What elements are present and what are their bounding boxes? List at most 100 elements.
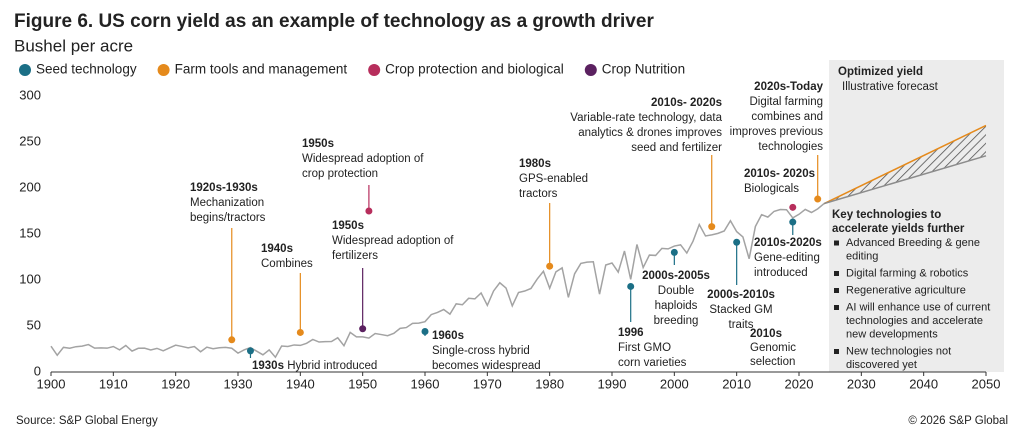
milestone-marker	[296, 328, 304, 336]
legend-label: Crop Nutrition	[602, 62, 685, 77]
milestone-text: Stacked GM	[709, 304, 772, 316]
x-tick-label: 2010	[722, 376, 751, 391]
milestone-title: 1996	[618, 327, 644, 339]
x-tick-label: 1960	[411, 376, 440, 391]
milestone-title: 1930s	[252, 360, 284, 372]
milestone-marker	[814, 195, 822, 203]
milestone-title: 2020s-Today	[754, 81, 823, 93]
x-tick-label: 1930	[224, 376, 253, 391]
panel-heading: accelerate yields further	[832, 223, 965, 235]
bullet	[834, 240, 839, 246]
milestone-text: crop protection	[302, 168, 378, 180]
panel-item: Regenerative agriculture	[846, 284, 966, 296]
milestone-title: 1940s	[261, 243, 293, 255]
forecast-panel	[829, 60, 1004, 372]
milestone-text: breeding	[654, 315, 699, 327]
milestone-marker	[708, 223, 716, 231]
legend-label: Seed technology	[36, 62, 137, 77]
note-text: Genomic	[750, 342, 796, 354]
milestone-text: seed and fertilizer	[631, 142, 722, 154]
milestone-title: 1950s	[302, 138, 334, 150]
milestone-marker	[789, 203, 797, 211]
panel-item: discovered yet	[846, 359, 917, 371]
milestone-title: 2010s- 2020s	[651, 97, 722, 109]
x-tick-label: 1920	[161, 376, 190, 391]
panel-subtitle: Illustrative forecast	[842, 81, 939, 93]
bullet	[834, 271, 839, 276]
milestone-text: traits	[729, 319, 754, 331]
panel-item: new developments	[846, 328, 938, 340]
panel-item: Digital farming & robotics	[846, 267, 969, 279]
milestone-text: Combines	[261, 258, 313, 270]
milestone-text: Mechanization	[190, 197, 264, 209]
milestone-text: tractors	[519, 188, 558, 200]
chart-title: Figure 6. US corn yield as an example of…	[14, 11, 654, 32]
milestone-text: Widespread adoption of	[302, 153, 424, 165]
x-tick-label: 2040	[909, 376, 938, 391]
y-tick-label: 100	[19, 271, 41, 286]
milestone-marker	[789, 218, 797, 226]
milestone-marker	[359, 325, 367, 333]
x-tick-label: 2020	[785, 376, 814, 391]
milestone-text: combines and	[751, 111, 823, 123]
y-tick-label: 250	[19, 133, 41, 148]
panel-item: Advanced Breeding & gene	[846, 237, 980, 249]
milestone-text: Gene-editing	[754, 252, 820, 264]
milestone-text: Hybrid introduced	[287, 360, 377, 372]
panel-item: technologies and accelerate	[846, 315, 983, 327]
milestone-marker	[670, 248, 678, 256]
milestone-marker	[627, 282, 635, 290]
milestone-text: Single-cross hybrid	[432, 345, 530, 357]
legend-marker	[19, 64, 31, 76]
legend-marker	[584, 64, 597, 76]
milestone-text: First GMO	[618, 342, 671, 354]
x-tick-label: 1900	[37, 376, 66, 391]
milestone-title: 2010s-2020s	[754, 237, 822, 249]
milestone-text: Digital farming	[750, 96, 824, 108]
milestone-text: haploids	[655, 300, 698, 312]
milestone-text: improves previous	[730, 126, 824, 138]
milestone-text: technologies	[758, 141, 823, 153]
x-tick-label: 1990	[598, 376, 627, 391]
x-tick-label: 1910	[99, 376, 128, 391]
forecast-upper	[823, 124, 987, 205]
milestone-title: 1950s	[332, 220, 364, 232]
yield-line	[50, 203, 825, 359]
milestone-text: fertilizers	[332, 250, 378, 262]
milestone-marker	[365, 207, 373, 215]
x-tick-label: 2050	[972, 376, 1001, 391]
chart-subtitle: Bushel per acre	[14, 36, 133, 55]
milestone-title: 2010s- 2020s	[744, 168, 815, 180]
milestone-text: introduced	[754, 267, 808, 279]
legend-label: Farm tools and management	[175, 62, 348, 77]
milestone-title: 2000s-2005s	[642, 270, 710, 282]
bullet	[834, 349, 839, 354]
bullet	[834, 305, 839, 310]
milestone-title: 1980s	[519, 158, 551, 170]
legend-marker	[157, 64, 170, 76]
y-tick-label: 50	[27, 317, 41, 332]
milestone-marker	[546, 262, 554, 270]
x-tick-label: 1980	[535, 376, 564, 391]
milestone-text: begins/tractors	[190, 212, 266, 224]
milestone-text: Widespread adoption of	[332, 235, 454, 247]
legend-label: Crop protection and biological	[385, 62, 564, 77]
y-tick-label: 0	[34, 363, 41, 378]
x-tick-label: 2030	[847, 376, 876, 391]
x-tick-label: 1950	[348, 376, 377, 391]
milestone-marker	[246, 347, 254, 355]
milestone-text: Double	[658, 285, 694, 297]
panel-title: Optimized yield	[838, 66, 923, 78]
milestone-text: corn varieties	[618, 357, 687, 369]
note-title: 2010s	[750, 328, 782, 340]
panel-heading: Key technologies to	[832, 209, 941, 221]
milestone-title: 1920s-1930s	[190, 182, 258, 194]
x-tick-label: 2000	[660, 376, 689, 391]
forecast-lower	[823, 155, 987, 205]
milestone-title: 2000s-2010s	[707, 289, 775, 301]
y-tick-label: 150	[19, 225, 41, 240]
milestone-title: 1960s	[432, 330, 464, 342]
milestone-marker	[421, 328, 429, 336]
bullet	[834, 288, 839, 293]
